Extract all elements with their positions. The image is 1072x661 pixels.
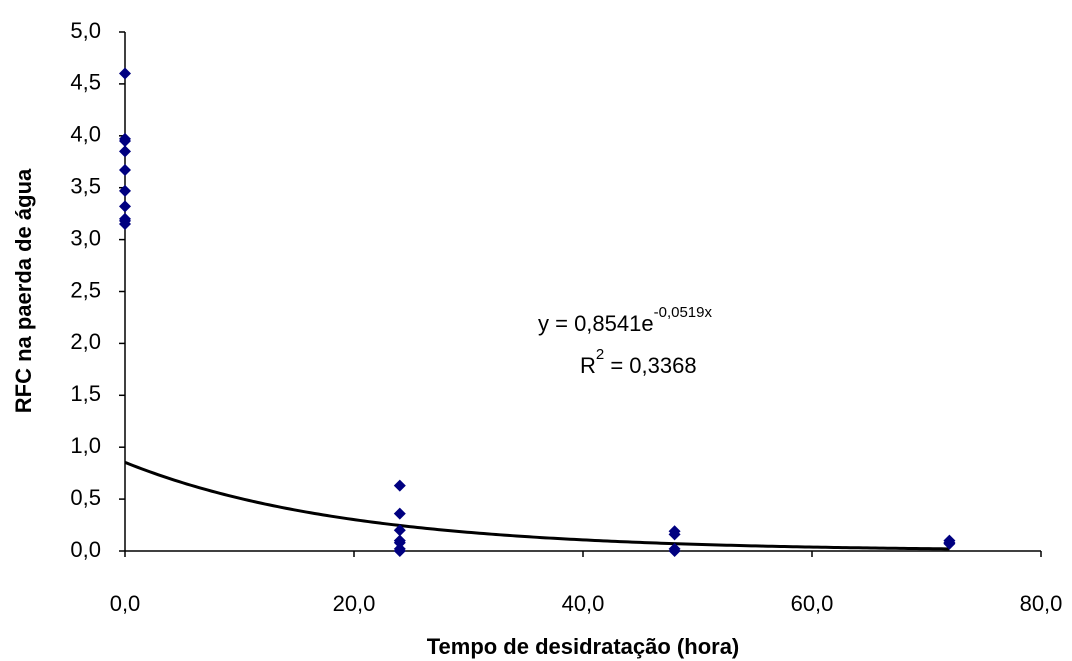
y-axis-title: RFC na paerda de água [11, 168, 36, 413]
data-point [393, 479, 406, 492]
x-tick-label: 60,0 [791, 591, 834, 616]
r-rest: = 0,3368 [604, 353, 696, 378]
data-point [668, 545, 681, 557]
equation-base: y = 0,8541e [538, 311, 654, 336]
trendline [124, 460, 950, 551]
x-tick-label: 40,0 [562, 591, 605, 616]
x-tick-label: 80,0 [1020, 591, 1063, 616]
data-point [393, 524, 406, 537]
data-point [119, 145, 131, 158]
r-power: 2 [596, 346, 604, 363]
y-tick-label: 2,5 [70, 277, 101, 302]
y-tick-label: 1,5 [70, 381, 101, 406]
data-point [393, 545, 406, 557]
data-point [119, 184, 131, 197]
data-point [943, 537, 956, 550]
equation-exponent: -0,0519x [654, 304, 713, 321]
trend-equation: y = 0,8541e-0,0519x [538, 304, 712, 336]
y-tick-label: 1,0 [70, 433, 101, 458]
data-point [119, 200, 131, 213]
data-point [393, 507, 406, 520]
x-tick-label: 20,0 [333, 591, 376, 616]
y-tick-label: 0,5 [70, 485, 101, 510]
y-tick-label: 2,0 [70, 329, 101, 354]
r-letter: R [580, 353, 596, 378]
data-point [393, 536, 406, 549]
x-axis-title: Tempo de desidratação (hora) [427, 634, 740, 659]
y-tick-label: 3,0 [70, 225, 101, 250]
data-point [668, 528, 681, 541]
data-point [119, 67, 131, 80]
y-tick-label: 5,0 [70, 18, 101, 43]
data-point [119, 218, 131, 231]
data-point [119, 164, 131, 177]
data-point [119, 134, 131, 147]
y-tick-label: 3,5 [70, 174, 101, 199]
y-tick-label: 4,0 [70, 122, 101, 147]
y-tick-label: 0,0 [70, 537, 101, 562]
x-tick-label: 0,0 [110, 591, 141, 616]
r-squared: R2 = 0,3368 [580, 346, 697, 378]
y-tick-label: 4,5 [70, 70, 101, 95]
